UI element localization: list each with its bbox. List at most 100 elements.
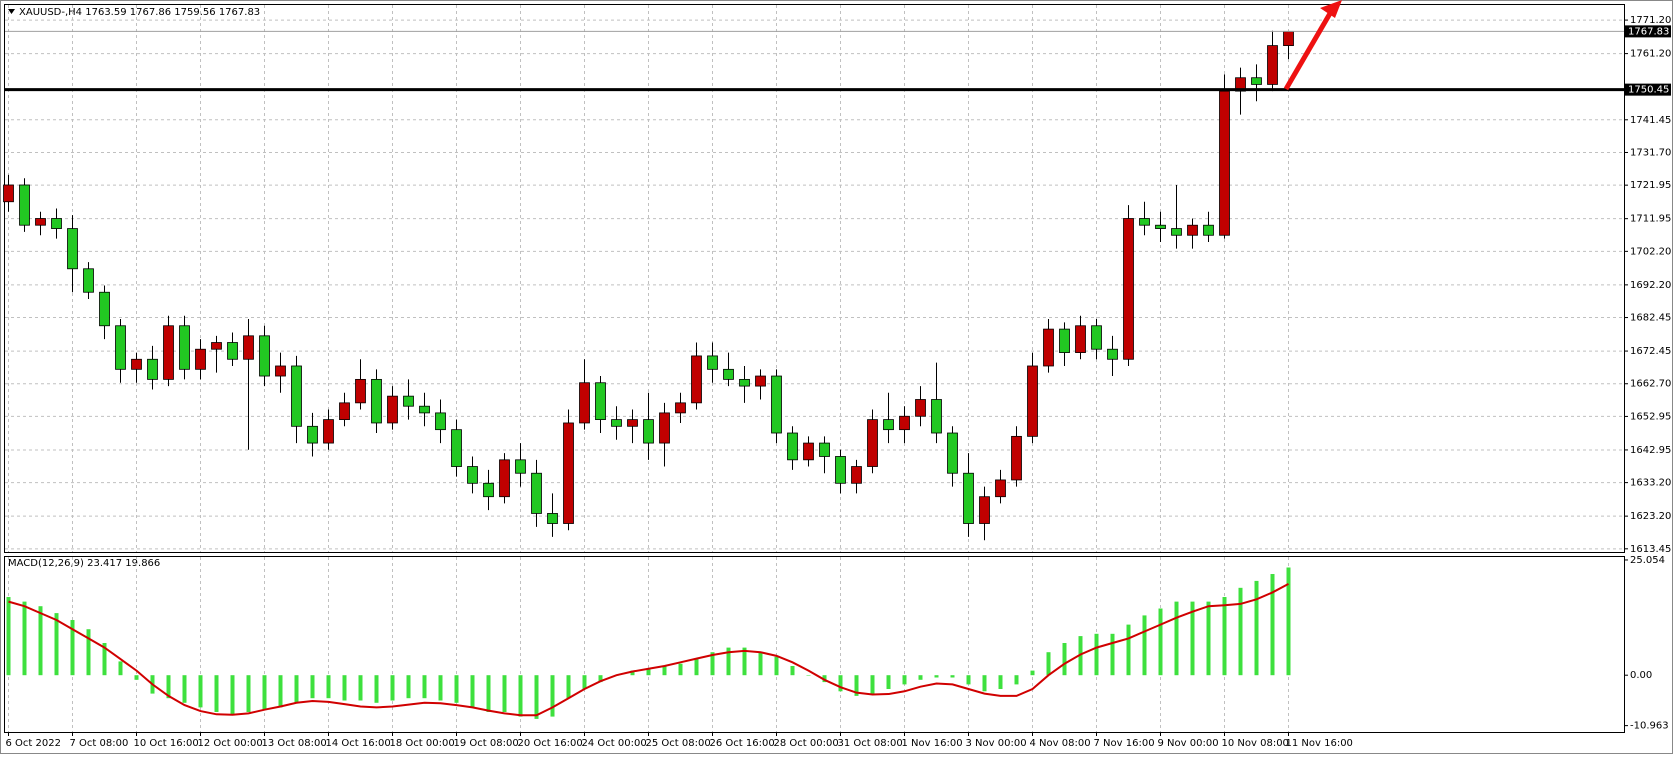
macd-bar (710, 652, 715, 676)
macd-bar (198, 675, 203, 708)
candle-body (227, 342, 238, 360)
candle-body (1107, 348, 1118, 360)
candle-body (579, 382, 590, 424)
candle-body (131, 358, 142, 370)
candle-body (259, 335, 270, 377)
candle-body (1043, 328, 1054, 367)
main-panel (4, 4, 1625, 553)
y-tick-label: 1623.20 (1630, 511, 1671, 522)
candle-body (1187, 224, 1198, 236)
macd-bar (310, 675, 315, 699)
macd-bar (166, 675, 171, 699)
macd-bar (790, 666, 795, 676)
trend-arrow (1283, 8, 1335, 91)
x-tick-label: 13 Oct 08:00 (262, 738, 327, 749)
y-tick-label: 1721.95 (1630, 180, 1671, 191)
candle-body (451, 429, 462, 467)
macd-bar (918, 675, 923, 680)
price-label-box (1625, 25, 1671, 38)
candle-body (643, 419, 654, 444)
candle-body (51, 218, 62, 229)
macd-bar (630, 670, 635, 676)
candle-body (611, 419, 622, 427)
macd-bar (662, 666, 667, 676)
macd-bar (22, 601, 27, 676)
macd-bar (518, 675, 523, 717)
x-tick-label: 20 Oct 16:00 (518, 738, 583, 749)
macd-bar (454, 675, 459, 703)
x-tick-label: 31 Oct 08:00 (838, 738, 903, 749)
candle-body (515, 459, 526, 474)
macd-bar (1126, 624, 1131, 676)
candle-body (931, 399, 942, 434)
candle-body (83, 268, 94, 293)
candle-body (419, 405, 430, 414)
candle-body (1075, 325, 1086, 353)
candle-body (723, 368, 734, 380)
candle-body (275, 365, 286, 377)
macd-bar (182, 675, 187, 703)
x-tick-label: 6 Oct 2022 (6, 738, 61, 749)
y-tick-label: 0.00 (1630, 670, 1652, 681)
macd-bar (774, 656, 779, 676)
macd-bar (1270, 574, 1275, 676)
x-tick-label: 12 Oct 00:00 (198, 738, 263, 749)
candle-body (339, 402, 350, 421)
macd-bar (966, 675, 971, 685)
macd-bar (534, 675, 539, 719)
candle-body (483, 482, 494, 498)
x-tick-label: 18 Oct 00:00 (390, 738, 455, 749)
price-label: 1767.83 (1628, 26, 1669, 37)
macd-bar (6, 597, 11, 676)
macd-bar (70, 620, 75, 676)
candle-body (67, 228, 78, 270)
candle-body (115, 325, 126, 370)
candle-body (627, 419, 638, 427)
candle-body (947, 432, 958, 474)
macd-bar (950, 675, 955, 678)
macd-bar (742, 647, 747, 676)
macd-bar (982, 675, 987, 692)
candle-body (787, 432, 798, 461)
macd-bar (870, 675, 875, 694)
candle-body (563, 422, 574, 524)
macd-bar (358, 675, 363, 701)
macd-bar (550, 675, 555, 717)
macd-bar (1238, 587, 1243, 676)
y-tick-label: 1613.45 (1630, 544, 1671, 555)
hline-label: 1750.45 (1628, 85, 1669, 96)
macd-bar (1254, 580, 1259, 676)
macd-bar (438, 675, 443, 701)
x-tick-label: 1 Nov 16:00 (902, 738, 963, 749)
macd-bar (102, 643, 107, 676)
candle-body (771, 375, 782, 434)
candle-body (851, 466, 862, 484)
candle-body (915, 399, 926, 417)
macd-bar (230, 675, 235, 715)
candle-body (707, 355, 718, 370)
macd-bar (1094, 633, 1099, 676)
macd-bar (806, 675, 811, 676)
candle-body (1139, 218, 1150, 226)
macd-bar (54, 613, 59, 676)
x-tick-label: 10 Nov 08:00 (1222, 738, 1289, 749)
menu-arrow (8, 9, 15, 14)
macd-bar (854, 675, 859, 696)
chart-title: XAUUSD-,H4 1763.59 1767.86 1759.56 1767.… (19, 7, 260, 18)
candle-body (755, 375, 766, 387)
signal-line (8, 582, 1289, 717)
candle-body (899, 415, 910, 431)
candle-body (35, 218, 46, 226)
candle-body (1091, 325, 1102, 350)
macd-bar (38, 606, 43, 676)
macd-bar (406, 675, 411, 699)
y-tick-label: 1642.95 (1630, 445, 1671, 456)
candle-body (3, 184, 14, 203)
candle-body (691, 355, 702, 404)
macd-bar (934, 675, 939, 678)
macd-bar (566, 675, 571, 699)
macd-bar (374, 675, 379, 703)
y-tick-label: 1682.45 (1630, 313, 1671, 324)
macd-bar (470, 675, 475, 708)
